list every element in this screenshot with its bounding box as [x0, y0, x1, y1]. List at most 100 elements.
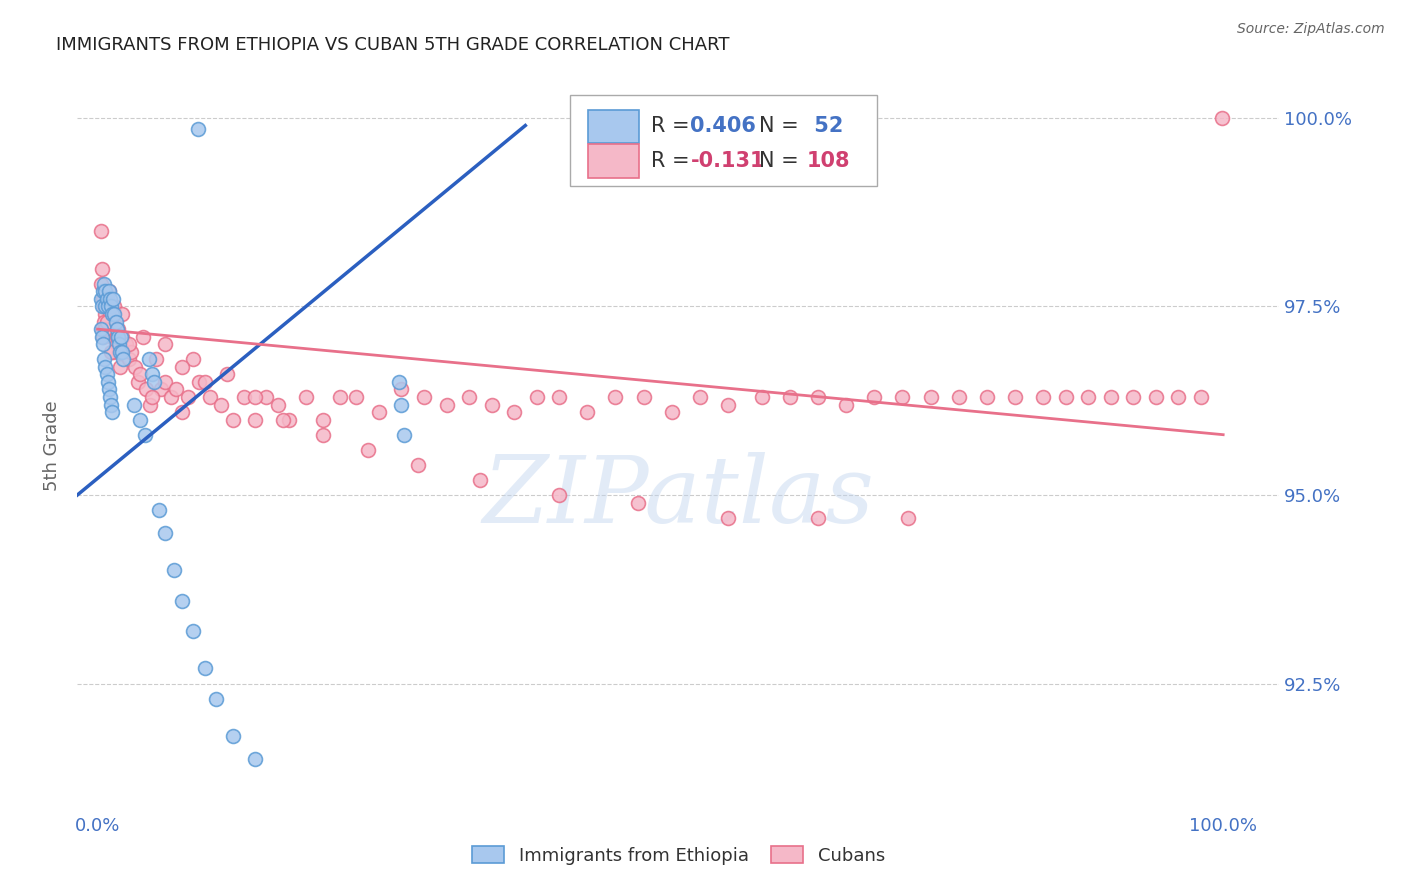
- Point: [243, 752, 266, 766]
- Point: [204, 691, 226, 706]
- Point: [97, 285, 120, 299]
- Point: [835, 398, 858, 412]
- FancyBboxPatch shape: [588, 110, 638, 144]
- Point: [94, 307, 117, 321]
- Point: [148, 503, 170, 517]
- Point: [717, 398, 740, 412]
- Point: [170, 405, 193, 419]
- Point: [104, 322, 127, 336]
- Point: [93, 315, 115, 329]
- Point: [103, 344, 125, 359]
- Point: [107, 329, 129, 343]
- Text: Source: ZipAtlas.com: Source: ZipAtlas.com: [1237, 22, 1385, 37]
- Point: [163, 563, 186, 577]
- Point: [129, 368, 152, 382]
- Point: [91, 329, 114, 343]
- Point: [1032, 390, 1054, 404]
- Point: [97, 285, 120, 299]
- Point: [129, 412, 152, 426]
- Point: [91, 322, 114, 336]
- Point: [94, 300, 117, 314]
- Point: [90, 292, 112, 306]
- Point: [141, 368, 163, 382]
- Point: [97, 300, 120, 314]
- Point: [232, 390, 254, 404]
- Point: [187, 375, 209, 389]
- Point: [142, 375, 165, 389]
- Point: [96, 368, 118, 382]
- Point: [93, 352, 115, 367]
- Point: [101, 329, 124, 343]
- Point: [124, 359, 146, 374]
- Point: [105, 322, 128, 336]
- Point: [503, 405, 526, 419]
- Point: [295, 390, 318, 404]
- Point: [91, 285, 114, 299]
- Point: [751, 390, 773, 404]
- Point: [127, 375, 149, 389]
- Point: [312, 412, 335, 426]
- Point: [153, 375, 176, 389]
- Point: [108, 344, 131, 359]
- Text: 0.406: 0.406: [690, 116, 756, 136]
- Point: [193, 375, 215, 389]
- Point: [108, 344, 131, 359]
- Point: [110, 329, 132, 343]
- Point: [1167, 390, 1189, 404]
- Point: [138, 352, 160, 367]
- Point: [198, 390, 221, 404]
- Point: [120, 344, 142, 359]
- Point: [187, 122, 209, 136]
- Point: [91, 261, 114, 276]
- Point: [93, 300, 115, 314]
- Point: [111, 307, 134, 321]
- Point: [93, 277, 115, 291]
- Point: [131, 329, 153, 343]
- Point: [193, 661, 215, 675]
- Point: [96, 292, 118, 306]
- Point: [159, 390, 181, 404]
- Point: [346, 390, 368, 404]
- Point: [1004, 390, 1026, 404]
- Point: [96, 315, 118, 329]
- Text: ZIPatlas: ZIPatlas: [482, 452, 875, 542]
- Point: [91, 337, 114, 351]
- Point: [170, 593, 193, 607]
- Point: [627, 495, 650, 509]
- Point: [145, 352, 167, 367]
- Point: [1122, 390, 1144, 404]
- Point: [97, 300, 120, 314]
- Point: [392, 427, 415, 442]
- Point: [436, 398, 458, 412]
- FancyBboxPatch shape: [571, 95, 877, 186]
- Point: [94, 359, 117, 374]
- Point: [118, 352, 141, 367]
- Legend: Immigrants from Ethiopia, Cubans: Immigrants from Ethiopia, Cubans: [465, 839, 891, 872]
- Text: N =: N =: [759, 151, 806, 170]
- Point: [101, 307, 124, 321]
- Point: [100, 300, 122, 314]
- Point: [267, 398, 290, 412]
- Point: [312, 427, 335, 442]
- Point: [114, 337, 136, 351]
- Point: [920, 390, 942, 404]
- Point: [165, 383, 187, 397]
- Point: [368, 405, 391, 419]
- Text: 52: 52: [807, 116, 844, 136]
- Point: [278, 412, 301, 426]
- Point: [891, 390, 914, 404]
- Point: [1077, 390, 1099, 404]
- Point: [103, 300, 125, 314]
- Point: [107, 329, 129, 343]
- Point: [111, 329, 134, 343]
- Text: R =: R =: [651, 151, 696, 170]
- Point: [100, 344, 122, 359]
- Point: [388, 375, 411, 389]
- Point: [98, 390, 121, 404]
- Point: [108, 337, 131, 351]
- Point: [153, 337, 176, 351]
- Point: [107, 322, 129, 336]
- Y-axis label: 5th Grade: 5th Grade: [44, 401, 62, 491]
- Text: -0.131: -0.131: [690, 151, 765, 170]
- Point: [689, 390, 711, 404]
